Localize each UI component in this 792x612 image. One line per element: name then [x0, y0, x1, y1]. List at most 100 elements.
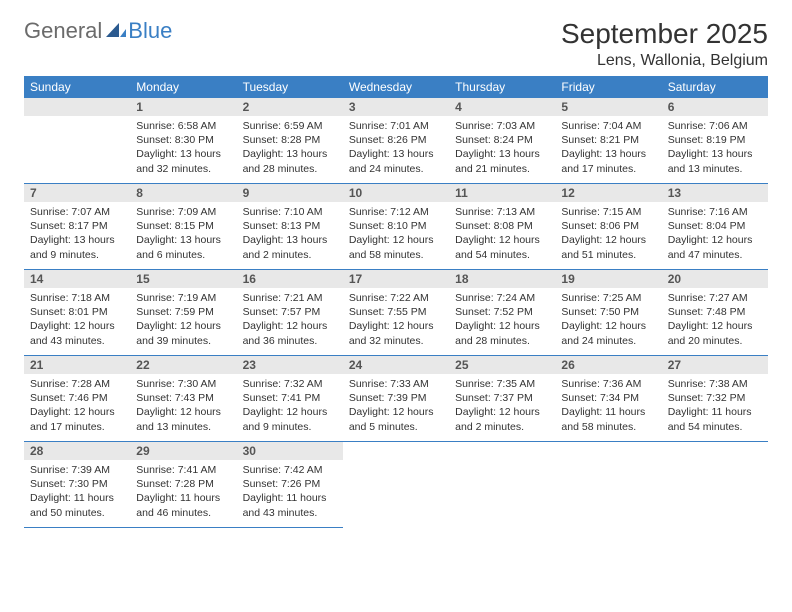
day-details: Sunrise: 7:42 AMSunset: 7:26 PMDaylight:… — [237, 460, 343, 520]
sunrise-line: Sunrise: 7:15 AM — [561, 205, 655, 219]
sunrise-line: Sunrise: 7:03 AM — [455, 119, 549, 133]
sunrise-line: Sunrise: 7:36 AM — [561, 377, 655, 391]
day-number: 2 — [237, 98, 343, 116]
day-cell-6: 6Sunrise: 7:06 AMSunset: 8:19 PMDaylight… — [662, 98, 768, 184]
day-details: Sunrise: 7:04 AMSunset: 8:21 PMDaylight:… — [555, 116, 661, 176]
sunrise-line: Sunrise: 7:10 AM — [243, 205, 337, 219]
weekday-header-saturday: Saturday — [662, 76, 768, 98]
day-number: 25 — [449, 356, 555, 374]
day-cell-14: 14Sunrise: 7:18 AMSunset: 8:01 PMDayligh… — [24, 270, 130, 356]
day-details: Sunrise: 7:25 AMSunset: 7:50 PMDaylight:… — [555, 288, 661, 348]
sunrise-line: Sunrise: 7:25 AM — [561, 291, 655, 305]
day-number-bar-empty — [24, 98, 130, 116]
day-details: Sunrise: 7:01 AMSunset: 8:26 PMDaylight:… — [343, 116, 449, 176]
day-cell-7: 7Sunrise: 7:07 AMSunset: 8:17 PMDaylight… — [24, 184, 130, 270]
sunrise-line: Sunrise: 7:38 AM — [668, 377, 762, 391]
daylight-line: Daylight: 12 hours and 9 minutes. — [243, 405, 337, 433]
sunrise-line: Sunrise: 7:21 AM — [243, 291, 337, 305]
day-details: Sunrise: 6:59 AMSunset: 8:28 PMDaylight:… — [237, 116, 343, 176]
sunrise-line: Sunrise: 7:18 AM — [30, 291, 124, 305]
sunrise-line: Sunrise: 7:42 AM — [243, 463, 337, 477]
sunset-line: Sunset: 8:28 PM — [243, 133, 337, 147]
daylight-line: Daylight: 12 hours and 13 minutes. — [136, 405, 230, 433]
sunrise-line: Sunrise: 7:24 AM — [455, 291, 549, 305]
day-details: Sunrise: 7:06 AMSunset: 8:19 PMDaylight:… — [662, 116, 768, 176]
logo-sail-icon — [106, 18, 126, 44]
day-number: 11 — [449, 184, 555, 202]
daylight-line: Daylight: 12 hours and 47 minutes. — [668, 233, 762, 261]
daylight-line: Daylight: 12 hours and 2 minutes. — [455, 405, 549, 433]
day-cell-30: 30Sunrise: 7:42 AMSunset: 7:26 PMDayligh… — [237, 442, 343, 528]
day-cell-3: 3Sunrise: 7:01 AMSunset: 8:26 PMDaylight… — [343, 98, 449, 184]
sunset-line: Sunset: 7:32 PM — [668, 391, 762, 405]
day-details: Sunrise: 7:39 AMSunset: 7:30 PMDaylight:… — [24, 460, 130, 520]
day-details: Sunrise: 7:09 AMSunset: 8:15 PMDaylight:… — [130, 202, 236, 262]
day-details: Sunrise: 7:18 AMSunset: 8:01 PMDaylight:… — [24, 288, 130, 348]
daylight-line: Daylight: 13 hours and 21 minutes. — [455, 147, 549, 175]
sunset-line: Sunset: 7:39 PM — [349, 391, 443, 405]
day-details: Sunrise: 7:27 AMSunset: 7:48 PMDaylight:… — [662, 288, 768, 348]
sunset-line: Sunset: 7:37 PM — [455, 391, 549, 405]
sunset-line: Sunset: 8:08 PM — [455, 219, 549, 233]
logo-word-2: Blue — [128, 18, 172, 44]
day-cell-28: 28Sunrise: 7:39 AMSunset: 7:30 PMDayligh… — [24, 442, 130, 528]
empty-trailing-cell — [449, 442, 555, 528]
day-details: Sunrise: 7:19 AMSunset: 7:59 PMDaylight:… — [130, 288, 236, 348]
weekday-header-wednesday: Wednesday — [343, 76, 449, 98]
day-cell-22: 22Sunrise: 7:30 AMSunset: 7:43 PMDayligh… — [130, 356, 236, 442]
daylight-line: Daylight: 11 hours and 58 minutes. — [561, 405, 655, 433]
daylight-line: Daylight: 12 hours and 24 minutes. — [561, 319, 655, 347]
day-number: 10 — [343, 184, 449, 202]
day-cell-11: 11Sunrise: 7:13 AMSunset: 8:08 PMDayligh… — [449, 184, 555, 270]
sunset-line: Sunset: 7:43 PM — [136, 391, 230, 405]
day-details: Sunrise: 6:58 AMSunset: 8:30 PMDaylight:… — [130, 116, 236, 176]
weekday-header-sunday: Sunday — [24, 76, 130, 98]
day-details: Sunrise: 7:38 AMSunset: 7:32 PMDaylight:… — [662, 374, 768, 434]
day-cell-12: 12Sunrise: 7:15 AMSunset: 8:06 PMDayligh… — [555, 184, 661, 270]
daylight-line: Daylight: 12 hours and 51 minutes. — [561, 233, 655, 261]
day-cell-24: 24Sunrise: 7:33 AMSunset: 7:39 PMDayligh… — [343, 356, 449, 442]
sunset-line: Sunset: 8:01 PM — [30, 305, 124, 319]
daylight-line: Daylight: 13 hours and 32 minutes. — [136, 147, 230, 175]
day-cell-10: 10Sunrise: 7:12 AMSunset: 8:10 PMDayligh… — [343, 184, 449, 270]
sunrise-line: Sunrise: 7:09 AM — [136, 205, 230, 219]
sunrise-line: Sunrise: 7:19 AM — [136, 291, 230, 305]
sunset-line: Sunset: 7:50 PM — [561, 305, 655, 319]
daylight-line: Daylight: 13 hours and 9 minutes. — [30, 233, 124, 261]
day-details: Sunrise: 7:32 AMSunset: 7:41 PMDaylight:… — [237, 374, 343, 434]
day-cell-23: 23Sunrise: 7:32 AMSunset: 7:41 PMDayligh… — [237, 356, 343, 442]
daylight-line: Daylight: 13 hours and 6 minutes. — [136, 233, 230, 261]
sunset-line: Sunset: 8:19 PM — [668, 133, 762, 147]
empty-trailing-cell — [662, 442, 768, 528]
daylight-line: Daylight: 13 hours and 17 minutes. — [561, 147, 655, 175]
daylight-line: Daylight: 12 hours and 58 minutes. — [349, 233, 443, 261]
day-cell-21: 21Sunrise: 7:28 AMSunset: 7:46 PMDayligh… — [24, 356, 130, 442]
day-details: Sunrise: 7:15 AMSunset: 8:06 PMDaylight:… — [555, 202, 661, 262]
sunrise-line: Sunrise: 6:58 AM — [136, 119, 230, 133]
sunset-line: Sunset: 7:55 PM — [349, 305, 443, 319]
day-number: 5 — [555, 98, 661, 116]
daylight-line: Daylight: 13 hours and 28 minutes. — [243, 147, 337, 175]
title-block: September 2025 Lens, Wallonia, Belgium — [561, 18, 768, 70]
sunset-line: Sunset: 7:46 PM — [30, 391, 124, 405]
day-number: 23 — [237, 356, 343, 374]
day-number: 3 — [343, 98, 449, 116]
day-details: Sunrise: 7:33 AMSunset: 7:39 PMDaylight:… — [343, 374, 449, 434]
sunrise-line: Sunrise: 7:16 AM — [668, 205, 762, 219]
day-cell-16: 16Sunrise: 7:21 AMSunset: 7:57 PMDayligh… — [237, 270, 343, 356]
day-number: 14 — [24, 270, 130, 288]
day-details: Sunrise: 7:28 AMSunset: 7:46 PMDaylight:… — [24, 374, 130, 434]
day-details: Sunrise: 7:21 AMSunset: 7:57 PMDaylight:… — [237, 288, 343, 348]
sunset-line: Sunset: 7:52 PM — [455, 305, 549, 319]
day-number: 7 — [24, 184, 130, 202]
location-label: Lens, Wallonia, Belgium — [561, 52, 768, 70]
day-cell-1: 1Sunrise: 6:58 AMSunset: 8:30 PMDaylight… — [130, 98, 236, 184]
daylight-line: Daylight: 12 hours and 20 minutes. — [668, 319, 762, 347]
sunset-line: Sunset: 8:21 PM — [561, 133, 655, 147]
sunset-line: Sunset: 8:17 PM — [30, 219, 124, 233]
day-details: Sunrise: 7:36 AMSunset: 7:34 PMDaylight:… — [555, 374, 661, 434]
day-number: 24 — [343, 356, 449, 374]
logo: General Blue — [24, 18, 172, 44]
day-number: 12 — [555, 184, 661, 202]
day-cell-9: 9Sunrise: 7:10 AMSunset: 8:13 PMDaylight… — [237, 184, 343, 270]
